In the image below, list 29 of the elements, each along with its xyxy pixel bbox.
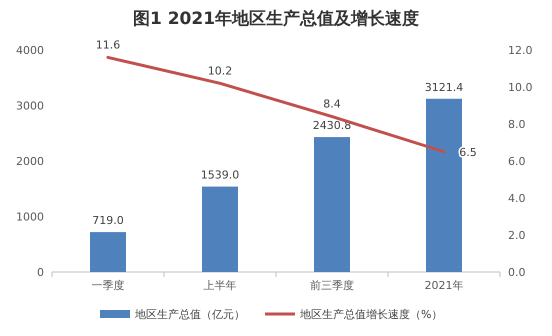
- legend-label: 地区生产总值（亿元）: [134, 308, 245, 321]
- chart-title: 图1 2021年地区生产总值及增长速度: [132, 9, 420, 29]
- y-tick-label: 1000: [16, 210, 44, 224]
- data-label: 1539.0: [200, 168, 240, 182]
- data-label: 10.2: [208, 64, 232, 78]
- x-tick-label: 前三季度: [310, 279, 354, 292]
- data-label: 11.6: [96, 38, 120, 52]
- legend-label: 地区生产总值增长速度（%）: [299, 308, 442, 321]
- data-label: 8.4: [323, 98, 341, 111]
- data-label: 719.0: [92, 214, 124, 228]
- y-tick-label: 2000: [16, 155, 44, 168]
- x-tick-label: 2021年: [424, 279, 464, 292]
- y-tick-label: 0: [37, 266, 44, 279]
- x-tick-label: 一季度: [92, 279, 124, 292]
- y2-tick-label: 12.0: [508, 44, 532, 57]
- y2-tick-label: 8.0: [508, 118, 526, 131]
- x-tick-label: 上半年: [204, 279, 236, 292]
- y2-tick-label: 10.0: [508, 81, 532, 94]
- bar: [202, 186, 238, 272]
- data-label: 3121.4: [424, 80, 464, 94]
- y2-tick-label: 2.0: [508, 229, 526, 242]
- y2-tick-label: 0.0: [508, 266, 526, 279]
- bar: [314, 137, 350, 272]
- y2-tick-label: 6.0: [508, 155, 526, 168]
- y-tick-label: 4000: [16, 44, 44, 57]
- bar: [90, 232, 126, 272]
- y2-tick-label: 4.0: [508, 192, 526, 205]
- y-tick-label: 3000: [16, 100, 44, 112]
- bar: [426, 98, 462, 272]
